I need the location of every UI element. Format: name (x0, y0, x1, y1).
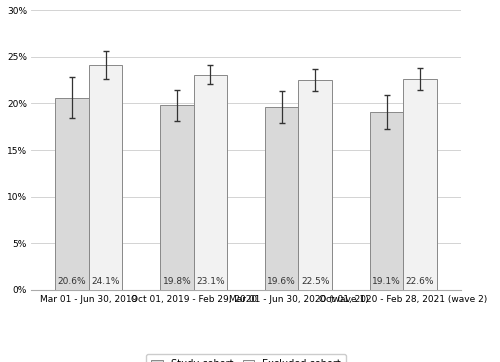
Text: 20.6%: 20.6% (58, 277, 86, 286)
Text: 22.5%: 22.5% (301, 277, 330, 286)
Text: 19.1%: 19.1% (372, 277, 401, 286)
Bar (298, 80, 332, 290)
Bar (56, 98, 89, 290)
Text: 19.8%: 19.8% (162, 277, 192, 286)
Bar (194, 75, 227, 290)
Bar (265, 107, 298, 290)
Text: 24.1%: 24.1% (92, 277, 120, 286)
Text: 23.1%: 23.1% (196, 277, 225, 286)
Bar (370, 112, 404, 290)
Legend: Study cohort, Excluded cohort: Study cohort, Excluded cohort (146, 354, 346, 362)
Text: 22.6%: 22.6% (406, 277, 434, 286)
Bar (160, 105, 194, 290)
Text: 19.6%: 19.6% (268, 277, 296, 286)
Bar (404, 79, 437, 290)
Bar (89, 66, 122, 290)
